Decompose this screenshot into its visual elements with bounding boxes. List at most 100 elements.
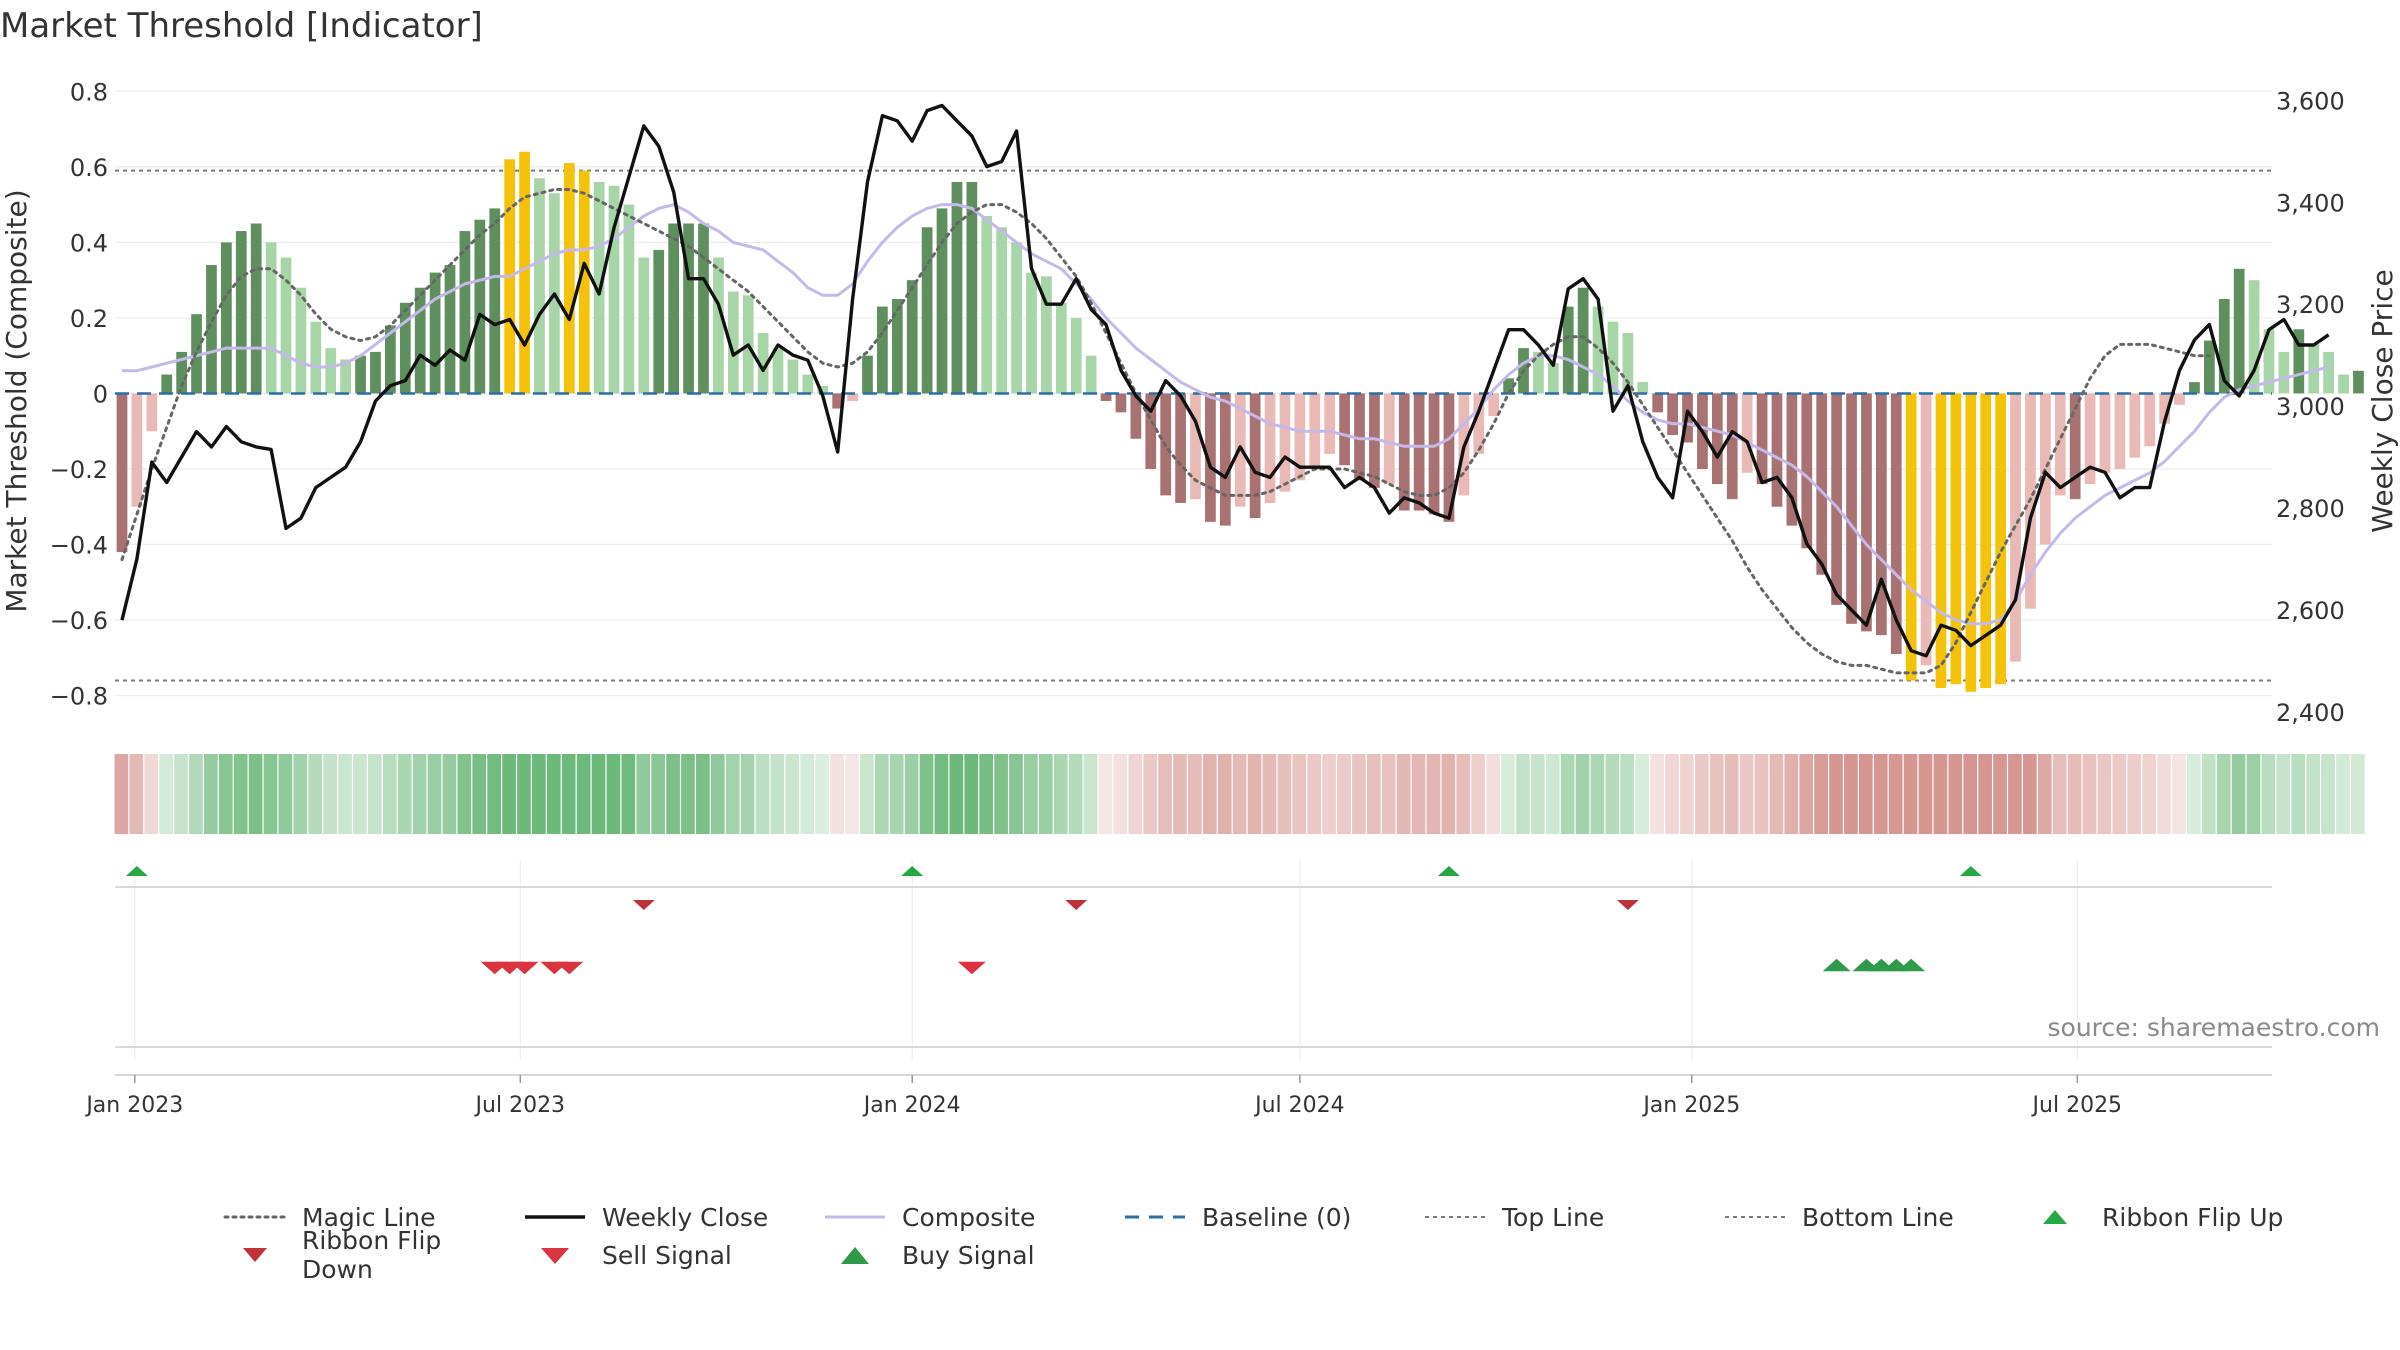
composite-bar bbox=[1637, 382, 1649, 394]
ribbon-cell bbox=[2022, 754, 2037, 834]
composite-bar bbox=[1816, 393, 1828, 575]
triangle-up-icon bbox=[841, 1247, 869, 1264]
ribbon-cell bbox=[874, 754, 889, 834]
ribbon-flip-up-marker bbox=[125, 866, 148, 876]
dashed-line bbox=[1125, 1215, 1185, 1219]
ribbon-cell bbox=[681, 754, 695, 834]
ribbon-cell bbox=[2276, 754, 2291, 834]
composite-bar bbox=[638, 257, 650, 394]
ribbon-cell bbox=[666, 754, 680, 834]
composite-bar bbox=[862, 355, 873, 394]
ribbon-cell bbox=[1068, 754, 1083, 834]
composite-bar bbox=[161, 374, 173, 394]
ribbon-cell bbox=[204, 754, 218, 834]
composite-bar bbox=[295, 287, 307, 394]
composite-bar bbox=[116, 393, 128, 553]
legend: Magic Line Weekly Close Composite Baseline … bbox=[220, 1198, 2340, 1284]
ribbon-cell bbox=[1038, 754, 1053, 834]
ribbon-cell bbox=[1456, 754, 1471, 834]
composite-bar bbox=[966, 181, 978, 394]
composite-bar bbox=[1219, 393, 1231, 526]
ribbon-cell bbox=[442, 754, 457, 834]
buy-signal-marker bbox=[1822, 958, 1851, 972]
ribbon-cell bbox=[591, 754, 606, 834]
ribbon-cell bbox=[2157, 754, 2171, 834]
ribbon-cell bbox=[800, 754, 815, 834]
composite-bar bbox=[1831, 393, 1842, 605]
ribbon-cell bbox=[2246, 754, 2261, 834]
ribbon-cell bbox=[1650, 754, 1664, 834]
ribbon-cell bbox=[770, 754, 785, 834]
ribbon-cell bbox=[159, 754, 173, 834]
composite-bar bbox=[2144, 393, 2156, 447]
ribbon-cell bbox=[1143, 754, 1158, 834]
ribbon-cell bbox=[2201, 754, 2216, 834]
ribbon-cell bbox=[1933, 754, 1948, 834]
composite-bar bbox=[310, 321, 322, 394]
legend-label: Baseline (0) bbox=[1202, 1202, 1352, 1232]
ribbon-cell bbox=[1098, 754, 1113, 834]
composite-bar bbox=[1667, 393, 1678, 435]
ribbon-cell bbox=[2186, 754, 2201, 834]
composite-bar bbox=[474, 219, 486, 394]
ribbon-cell bbox=[502, 754, 516, 834]
composite-bar bbox=[2323, 351, 2335, 394]
ribbon-cell bbox=[397, 754, 412, 834]
ribbon-cell bbox=[1128, 754, 1143, 834]
y-left-tick-label: −0.4 bbox=[50, 532, 108, 560]
ribbon-cell bbox=[1858, 754, 1873, 834]
y-left-tick-label: −0.2 bbox=[50, 456, 108, 484]
composite-bar bbox=[1369, 393, 1380, 488]
composite-bar bbox=[2069, 393, 2081, 500]
ribbon-cell bbox=[1709, 754, 1724, 834]
grid bbox=[115, 90, 2272, 1060]
composite-bar bbox=[385, 325, 396, 394]
legend-item: Weekly Close bbox=[520, 1202, 820, 1232]
composite-bar bbox=[906, 280, 918, 394]
ribbon-cell bbox=[263, 754, 278, 834]
composite-bar bbox=[2263, 329, 2275, 394]
ribbon-cell bbox=[889, 754, 904, 834]
composite-bar bbox=[578, 170, 590, 394]
ribbon-cell bbox=[1024, 754, 1038, 834]
y-left-tick-label: 0.4 bbox=[70, 229, 108, 257]
ribbon-cell bbox=[1366, 754, 1381, 834]
sell-signal-marker bbox=[957, 961, 986, 975]
composite-bar bbox=[936, 208, 948, 394]
composite-bar bbox=[1875, 393, 1887, 636]
ribbon-cell bbox=[248, 754, 263, 834]
ribbon-cell bbox=[1053, 754, 1068, 834]
composite-bar bbox=[1890, 393, 1902, 655]
ribbon-cell bbox=[278, 754, 293, 834]
legend-item: Buy Signal bbox=[820, 1240, 1120, 1270]
ribbon-cell bbox=[1784, 754, 1799, 834]
y-left-tick-label: 0.8 bbox=[70, 78, 108, 106]
composite-bar bbox=[1786, 393, 1798, 526]
y-left-axis-label: Market Threshold (Composite) bbox=[0, 189, 33, 612]
ribbon-cell bbox=[129, 754, 144, 834]
composite-bar bbox=[1503, 378, 1514, 394]
composite-bar bbox=[1473, 393, 1485, 454]
ribbon-cell bbox=[308, 754, 323, 834]
ribbon-cell bbox=[218, 754, 233, 834]
legend-label: Ribbon Flip Up bbox=[2102, 1202, 2284, 1232]
y-right-tick-label: 2,600 bbox=[2276, 597, 2345, 625]
composite-bar bbox=[1533, 351, 1544, 394]
composite-bars bbox=[116, 151, 2364, 692]
ribbon-cell bbox=[1769, 754, 1784, 834]
ribbon-cell bbox=[1381, 754, 1396, 834]
composite-bar bbox=[340, 359, 352, 394]
composite-bar bbox=[355, 355, 366, 394]
legend-label: Sell Signal bbox=[602, 1240, 732, 1270]
ribbon-cell bbox=[636, 754, 651, 834]
composite-bar bbox=[2353, 370, 2364, 394]
composite-bar bbox=[1011, 242, 1022, 394]
ribbon-cell bbox=[1993, 754, 2007, 834]
ribbon-cell bbox=[472, 754, 487, 834]
composite-bar bbox=[1264, 393, 1276, 503]
composite-bar bbox=[757, 333, 769, 394]
series-lines bbox=[115, 103, 2330, 675]
legend-item: Ribbon Flip Up bbox=[2020, 1202, 2320, 1232]
ribbon-cell bbox=[1262, 754, 1277, 834]
ribbon-flip-down-marker bbox=[1616, 900, 1639, 910]
